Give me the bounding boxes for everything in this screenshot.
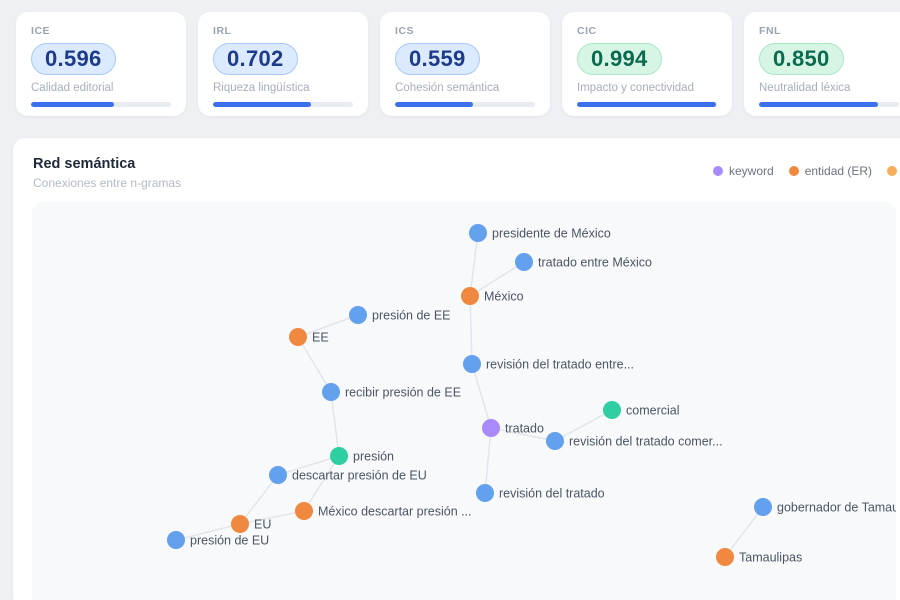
metric-card-ice: ICE 0.596 Calidad editorial [16, 12, 186, 116]
graph-node-label-14: presión de EU [190, 534, 269, 548]
semantic-network-card: Red semántica Conexiones entre n-gramas … [13, 138, 900, 600]
metric-card-fnl: FNL 0.850 Neutralidad léxica [744, 12, 900, 116]
graph-node-label-7: comercial [626, 404, 680, 418]
graph-edge [471, 363, 492, 429]
metric-progress-fill [395, 102, 474, 107]
metric-value-pill: 0.559 [395, 43, 480, 75]
graph-node-17[interactable] [476, 484, 494, 502]
metric-progress-track [31, 102, 171, 107]
graph-node-9[interactable] [546, 432, 564, 450]
legend-item-keyword[interactable]: keyword [713, 164, 774, 178]
metric-progress-fill [759, 102, 878, 107]
metric-progress-track [759, 102, 899, 107]
metric-card-ics: ICS 0.559 Cohesión semántica [380, 12, 550, 116]
metric-code: FNL [759, 25, 781, 37]
legend-dot-icon [788, 166, 799, 176]
graph-node-3[interactable] [349, 306, 367, 324]
metric-progress-track [213, 102, 353, 107]
graph-node-label-2: México [484, 290, 524, 304]
graph-node-label-13: EU [254, 518, 271, 532]
metric-code: CIC [577, 25, 597, 37]
graph-node-16[interactable] [716, 548, 734, 566]
network-subtitle: Conexiones entre n-gramas [33, 176, 182, 190]
network-legend: keyword entidad (ER) EN [713, 164, 900, 178]
graph-edge [554, 409, 613, 442]
metric-value-pill: 0.596 [31, 43, 116, 75]
graph-edge [490, 427, 556, 442]
metric-value-pill: 0.850 [759, 43, 844, 75]
graph-node-0[interactable] [469, 224, 487, 242]
metric-progress-fill [31, 102, 115, 107]
metric-label: Impacto y conectividad [577, 82, 694, 94]
graph-node-label-1: tratado entre México [538, 256, 652, 270]
legend-item-EN[interactable]: EN [887, 164, 900, 178]
metric-code: ICS [395, 25, 415, 37]
graph-edge [277, 455, 340, 476]
graph-edge [724, 506, 764, 558]
metric-cards-row: ICE 0.596 Calidad editorial IRL 0.702 Riqueza… [16, 12, 900, 116]
legend-dot-icon [887, 166, 898, 176]
graph-node-label-6: revisión del tratado entre... [486, 358, 634, 372]
graph-node-1[interactable] [515, 253, 533, 271]
graph-node-label-16: Tamaulipas [739, 551, 802, 565]
graph-node-12[interactable] [295, 502, 313, 520]
graph-edge [469, 261, 525, 297]
metric-value-pill: 0.702 [213, 43, 298, 75]
metric-value-pill: 0.994 [577, 43, 662, 75]
graph-node-13[interactable] [231, 515, 249, 533]
graph-node-15[interactable] [754, 498, 772, 516]
graph-node-5[interactable] [322, 383, 340, 401]
metric-label: Calidad editorial [31, 82, 114, 94]
metric-label: Riqueza lingüística [213, 82, 310, 94]
graph-node-8[interactable] [482, 419, 500, 437]
graph-node-6[interactable] [463, 355, 481, 373]
metric-label: Neutralidad léxica [759, 82, 851, 94]
graph-node-10[interactable] [330, 447, 348, 465]
graph-node-label-11: descartar presión de EU [292, 469, 427, 483]
graph-node-label-17: revisión del tratado [499, 487, 605, 501]
graph-edge [330, 391, 340, 457]
metric-label: Cohesión semántica [395, 82, 500, 94]
metric-code: ICE [31, 25, 51, 37]
graph-panel: presidente de México tratado entre México… [32, 202, 900, 600]
graph-edge [484, 427, 492, 494]
semantic-network-graph: presidente de México tratado entre México… [167, 224, 900, 566]
graph-edge [175, 523, 241, 541]
network-title: Red semántica [33, 156, 136, 172]
metric-code: IRL [213, 25, 232, 37]
legend-label: entidad (ER) [804, 164, 873, 178]
graph-edge [469, 295, 473, 365]
graph-node-4[interactable] [289, 328, 307, 346]
metric-progress-track [395, 102, 535, 107]
graph-node-11[interactable] [269, 466, 287, 484]
metric-progress-fill [213, 102, 312, 107]
metric-progress-track [577, 102, 717, 107]
metric-progress-fill [577, 102, 717, 107]
graph-edge [297, 314, 359, 338]
graph-node-14[interactable] [167, 531, 185, 549]
graph-edge [303, 455, 340, 512]
graph-edge [239, 510, 305, 525]
graph-node-label-3: presión de EE [372, 309, 451, 323]
graph-node-label-4: EE [312, 331, 329, 345]
graph-node-2[interactable] [461, 287, 479, 305]
graph-node-label-15: gobernador de Tamaulipas [777, 501, 896, 515]
graph-node-label-5: recibir presión de EE [345, 386, 461, 400]
graph-edge [297, 336, 332, 393]
graph-node-label-9: revisión del tratado comer... [569, 435, 723, 449]
graph-node-label-8: tratado [505, 422, 544, 436]
metric-card-cic: CIC 0.994 Impacto y conectividad [562, 12, 732, 116]
legend-label: keyword [729, 164, 774, 178]
graph-node-label-0: presidente de México [492, 227, 611, 241]
graph-node-label-10: presión [353, 450, 394, 464]
graph-node-label-12: México descartar presión ... [318, 505, 472, 519]
graph-node-7[interactable] [603, 401, 621, 419]
legend-item-entidad (ER)[interactable]: entidad (ER) [788, 164, 873, 178]
graph-edge [469, 232, 479, 297]
graph-edge [239, 474, 279, 525]
legend-dot-icon [713, 166, 723, 176]
metric-card-irl: IRL 0.702 Riqueza lingüística [198, 12, 368, 116]
